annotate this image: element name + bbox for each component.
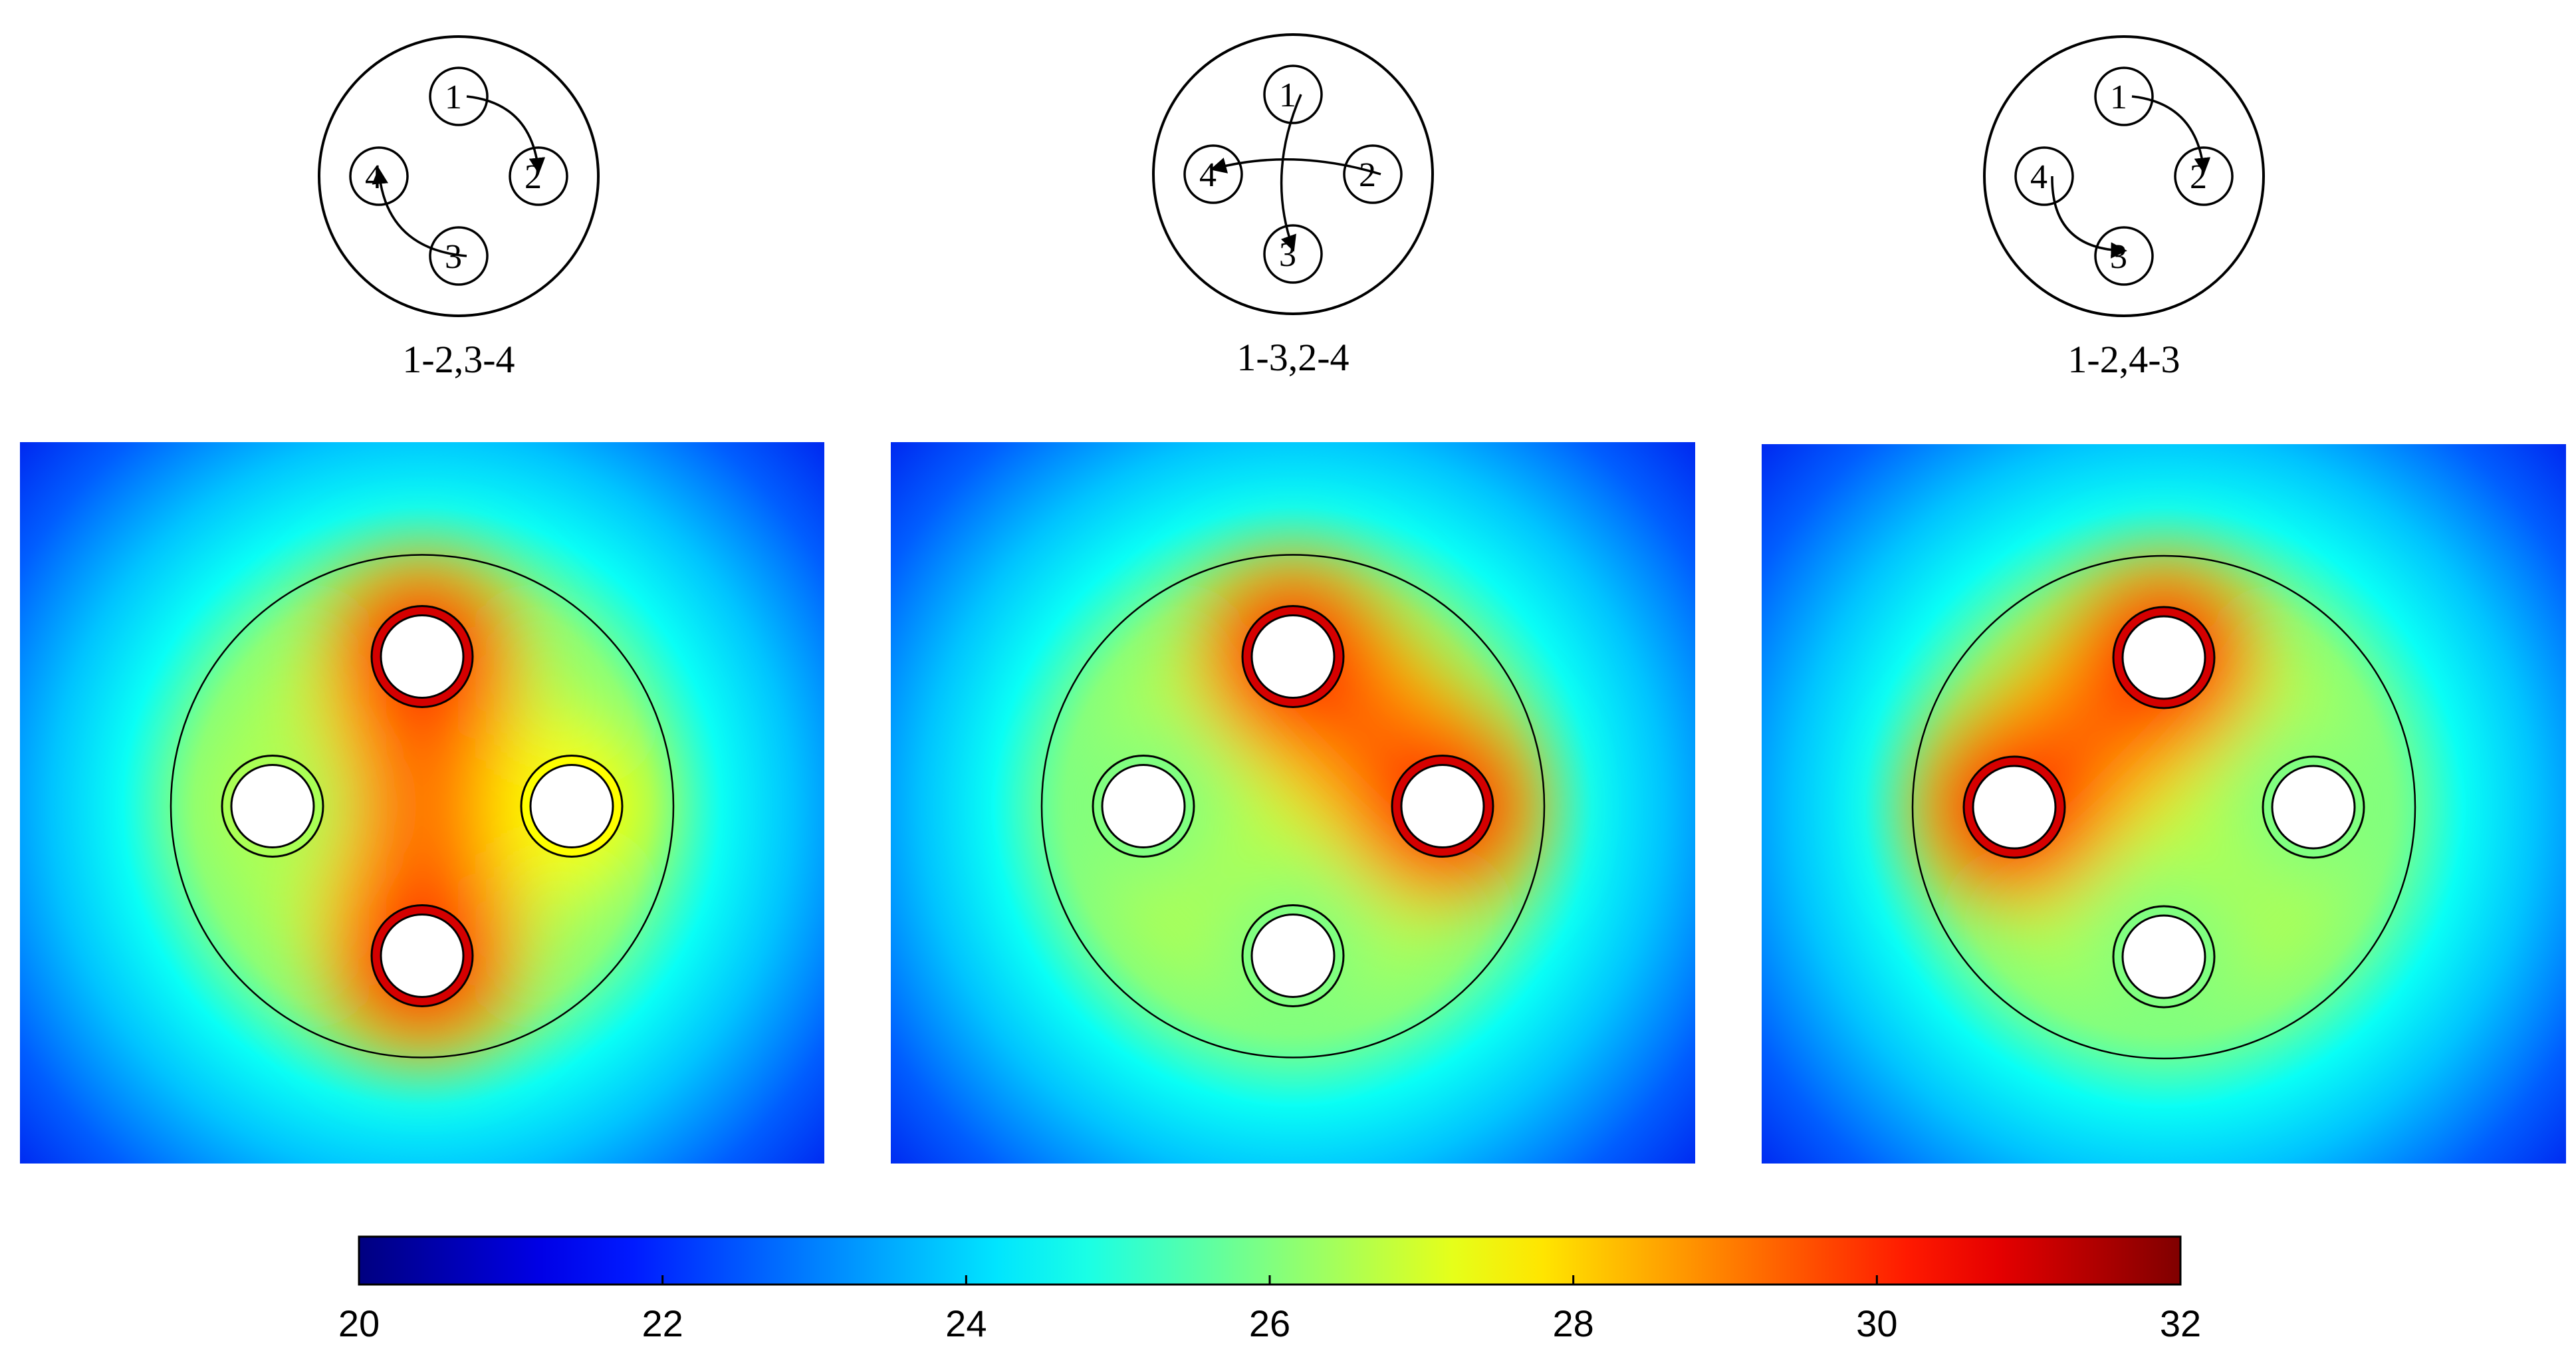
schematic-node-label: 1 [1279,76,1296,114]
temperature-field [1911,554,2416,1060]
schematic-arrow-4-3 [2051,176,2127,259]
cable-boundary [170,554,675,1058]
schematic-node-3 [1263,224,1323,284]
schematic-arrow-3-4 [372,168,467,257]
pipe-3-conductor [1250,914,1336,998]
pipe-3-conductor [380,914,465,998]
schematic-node-label: 1 [2110,78,2127,116]
schematic-caption: 1-3,2-4 [1236,336,1349,379]
pipe-2-conductor [2271,765,2356,850]
schematic-node-label: 3 [445,238,462,276]
schematic-node-label: 1 [445,78,462,116]
heatmap-panel-3 [1762,444,2566,1164]
schematic-node-4 [2014,146,2074,206]
pipe-1-conductor [1250,614,1336,699]
schematic-node-1 [2094,66,2154,126]
pipe-3-conductor [2121,914,2206,999]
schematic-node-2 [509,146,568,206]
colorbar: 20 22 24 26 28 30 32 [338,1235,2201,1344]
pipe-2-conductor [529,764,614,848]
schematic-outer-circle [1152,33,1434,315]
pipe-1-conductor [2121,615,2206,700]
colorbar-ticks: 20 22 24 26 28 30 32 [338,1275,2201,1344]
colorbar-tick-label: 28 [1553,1302,1594,1344]
cable-boundary [1040,554,1546,1058]
schematic-node-label: 2 [2190,158,2207,196]
pipe-4-conductor [1972,765,2057,850]
colorbar-tick-label: 20 [338,1302,380,1344]
schematic-node-label: 4 [2030,158,2048,196]
colorbar-tick-label: 30 [1856,1302,1897,1344]
pipe-2-conductor [1400,764,1485,848]
colorbar-tick-label: 26 [1249,1302,1290,1344]
schematic-node-label: 4 [1199,156,1217,194]
schematic-outer-circle [1983,35,2265,317]
schematic-arrow-1-3 [1280,94,1302,252]
schematic-arrow-1-2 [466,95,546,174]
temperature-field-panels [20,442,2566,1164]
pipe-1-conductor [380,614,465,699]
colorbar-tick-label: 22 [642,1302,683,1344]
schematic-3: 1 2 3 4 1-2,4-3 [1983,35,2265,381]
schematic-node-2 [2174,146,2234,206]
schematic-outer-circle [318,35,600,317]
colorbar-tick-label: 32 [2160,1302,2201,1344]
schematic-node-label: 2 [525,158,542,196]
pipe-4-conductor [230,764,315,848]
heatmap-panel-2 [891,442,1695,1164]
schematic-node-label: 3 [2110,238,2127,276]
schematic-node-label: 3 [1279,236,1296,274]
temperature-field [170,554,675,1058]
cable-boundary [1911,554,2416,1060]
heatmap-panel-1 [20,442,824,1164]
schematic-caption: 1-2,4-3 [2067,338,2180,381]
schematic-node-label: 2 [1359,156,1376,194]
pipe-4-conductor [1101,764,1186,848]
schematic-arrow-2-4 [1210,158,1381,176]
temperature-field [1040,554,1546,1058]
schematic-node-1 [1263,64,1323,124]
schematic-caption: 1-2,3-4 [402,338,515,381]
schematic-node-2 [1343,144,1403,204]
schematic-arrow-1-2 [2131,95,2211,174]
colorbar-tick-label: 24 [945,1302,987,1344]
schematic-2: 1 2 3 4 1-3,2-4 [1152,33,1434,379]
schematic-node-1 [429,66,489,126]
